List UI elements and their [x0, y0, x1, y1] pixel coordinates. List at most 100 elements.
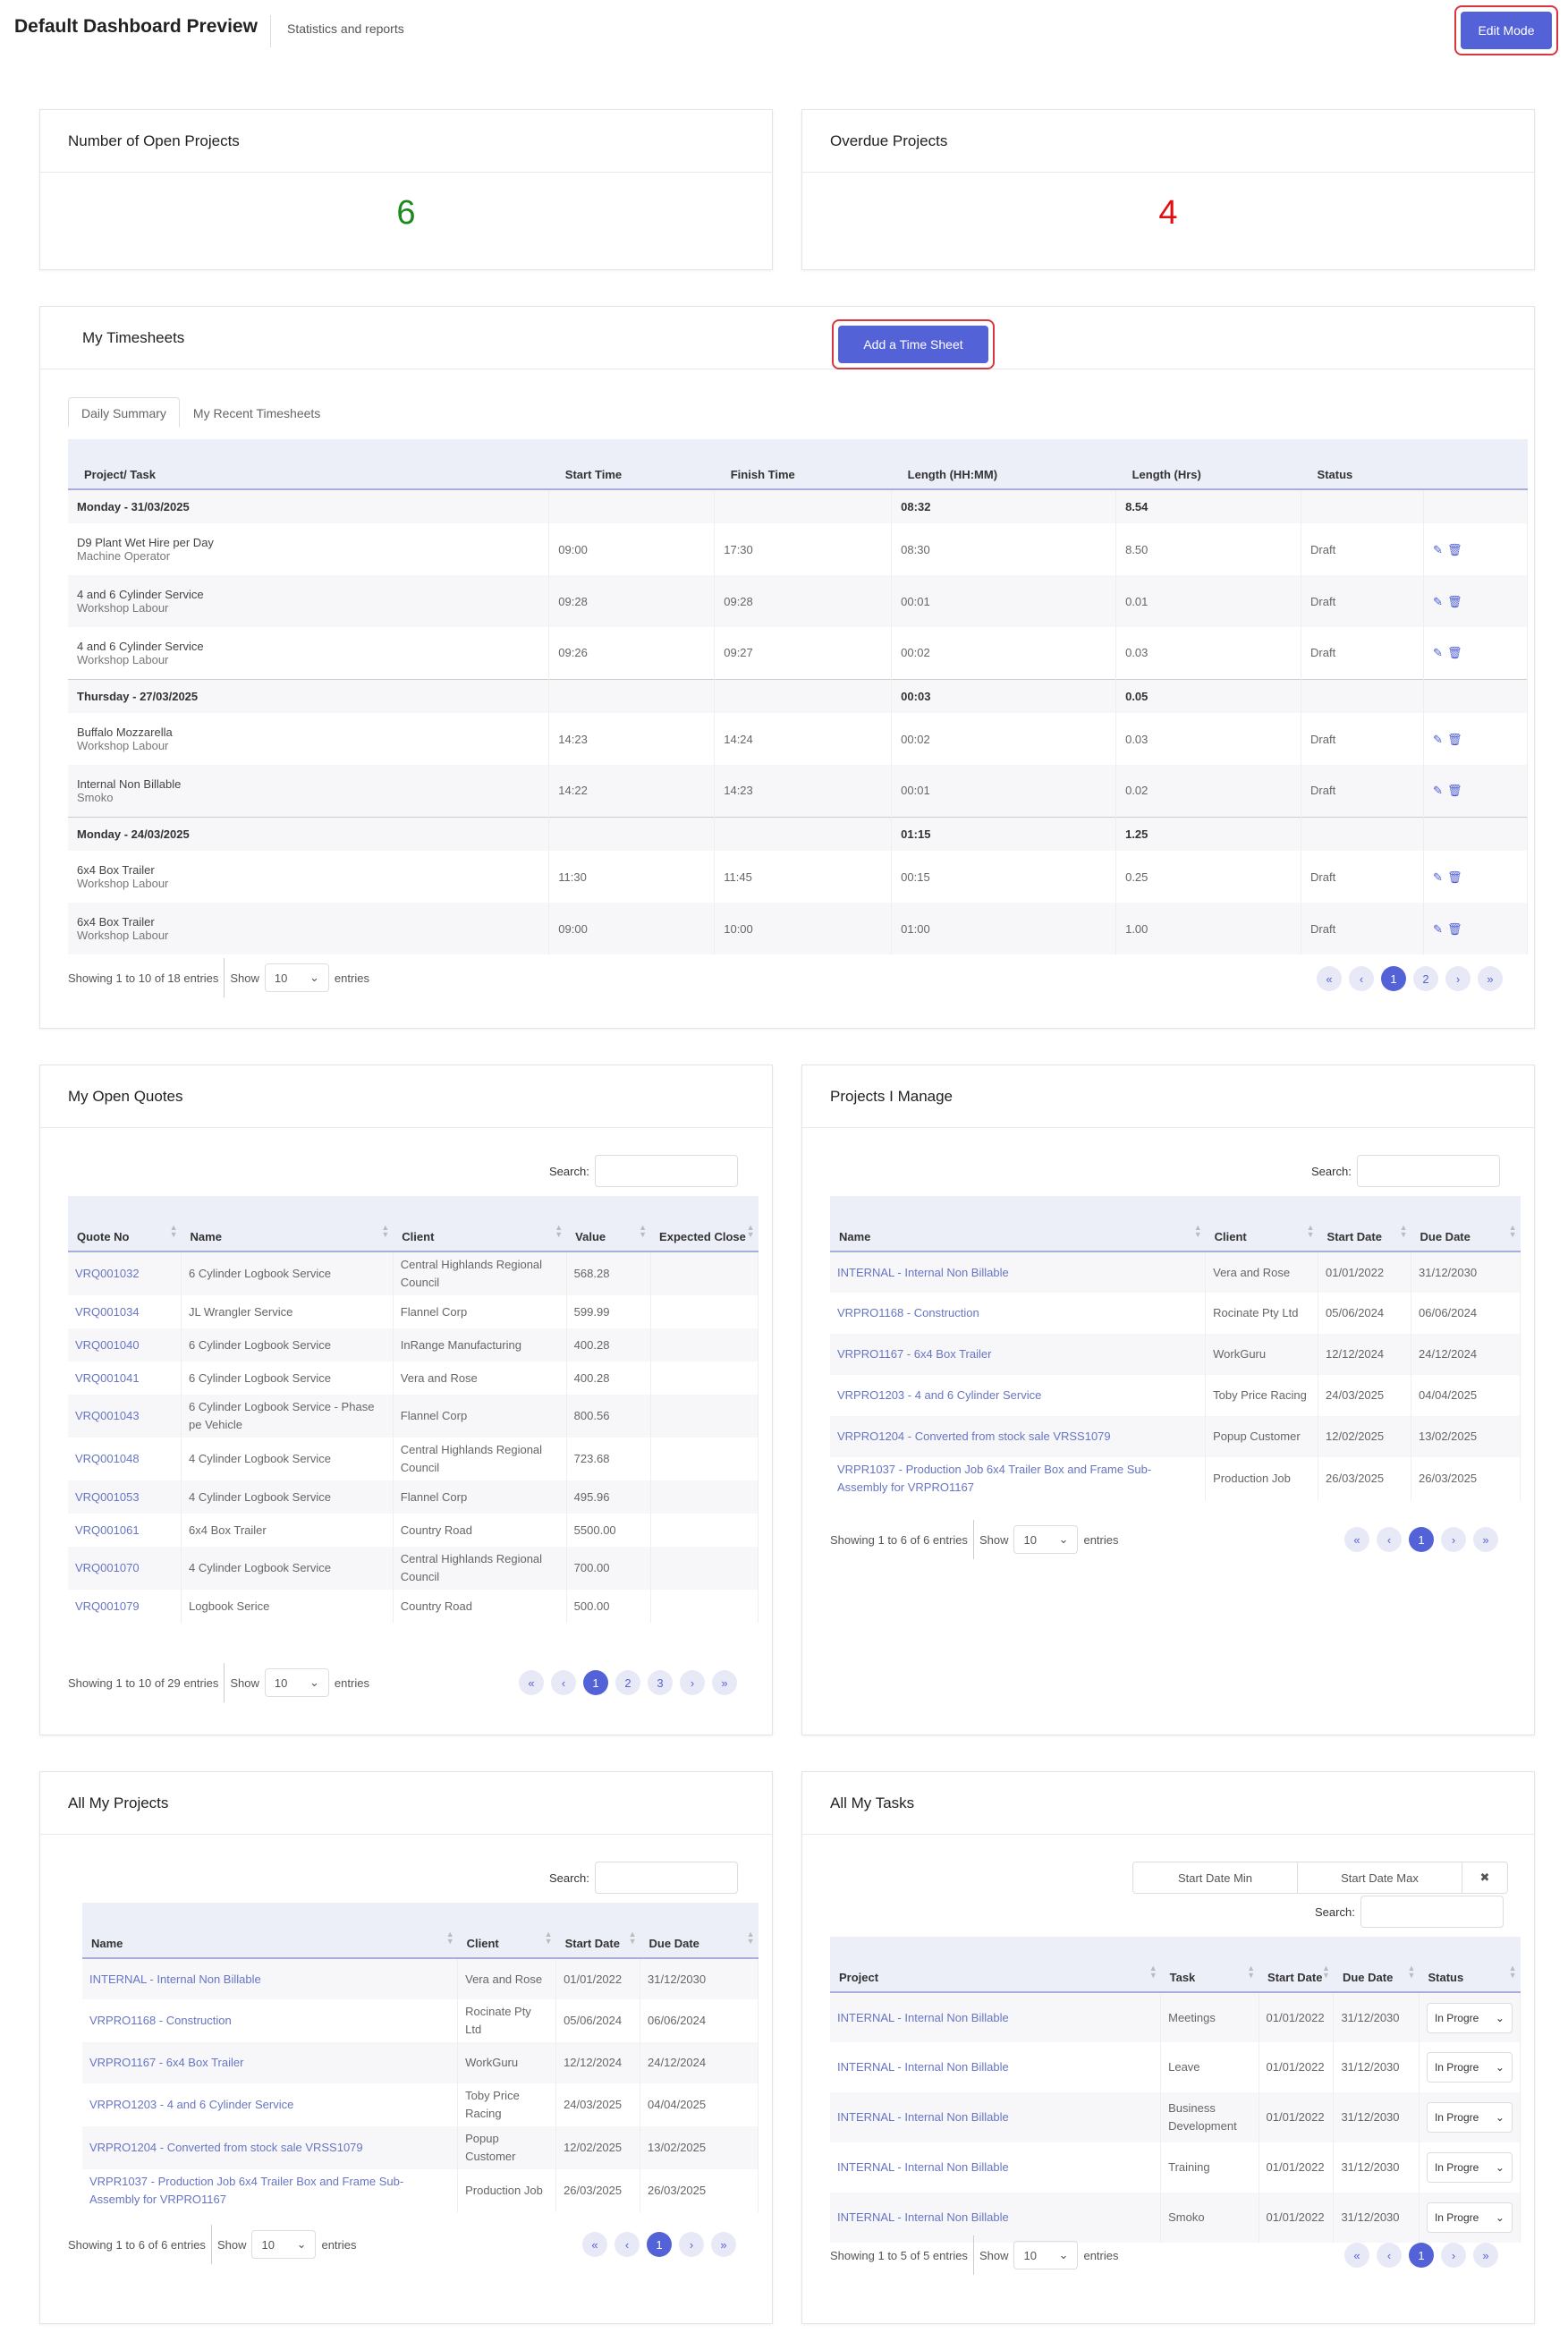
- trash-icon[interactable]: 🗑: [1447, 870, 1462, 884]
- col-header[interactable]: Due Date ▲ ▼: [1411, 1196, 1521, 1252]
- trash-icon[interactable]: 🗑: [1447, 542, 1462, 556]
- col-header[interactable]: Value ▲ ▼: [566, 1196, 651, 1252]
- search-input[interactable]: [594, 1155, 738, 1187]
- search-input[interactable]: [1356, 1155, 1500, 1187]
- row-link[interactable]: VRPRO1203 - 4 and 6 Cylinder Service: [89, 2098, 294, 2111]
- edit-icon[interactable]: ✎: [1433, 784, 1443, 798]
- row-link[interactable]: VRQ001053: [75, 1489, 140, 1504]
- col-header[interactable]: Project ▲ ▼: [830, 1937, 1161, 1993]
- row-link[interactable]: VRQ001061: [75, 1523, 140, 1537]
- page-button[interactable]: »: [1473, 2243, 1498, 2268]
- edit-icon[interactable]: ✎: [1433, 921, 1443, 936]
- col-header[interactable]: Finish Time: [714, 439, 892, 490]
- row-link[interactable]: VRPRO1167 - 6x4 Box Trailer: [837, 1347, 992, 1361]
- page-button[interactable]: 1: [1409, 1527, 1434, 1552]
- col-header[interactable]: Start Date ▲ ▼: [1259, 1937, 1334, 1993]
- page-button[interactable]: ›: [1445, 966, 1471, 991]
- page-button[interactable]: »: [1478, 966, 1503, 991]
- page-button[interactable]: «: [1344, 1527, 1369, 1552]
- page-size-select[interactable]: 10 ⌄: [1013, 2241, 1079, 2269]
- status-select[interactable]: In Progre ⌄: [1426, 2152, 1513, 2183]
- trash-icon[interactable]: 🗑: [1447, 784, 1462, 798]
- col-header[interactable]: Start Date ▲ ▼: [1318, 1196, 1411, 1252]
- row-link[interactable]: INTERNAL - Internal Non Billable: [837, 2010, 1009, 2024]
- edit-icon[interactable]: ✎: [1433, 732, 1443, 746]
- edit-mode-button[interactable]: Edit Mode: [1461, 12, 1552, 49]
- col-header[interactable]: Status ▲ ▼: [1419, 1937, 1521, 1993]
- col-header[interactable]: Start Date ▲ ▼: [555, 1903, 640, 1959]
- row-link[interactable]: VRPR1037 - Production Job 6x4 Trailer Bo…: [89, 2175, 404, 2206]
- start-date-min-input[interactable]: Start Date Min: [1133, 1862, 1298, 1893]
- row-link[interactable]: VRPRO1167 - 6x4 Box Trailer: [89, 2056, 244, 2069]
- col-header[interactable]: Length (Hrs): [1115, 439, 1301, 490]
- page-button[interactable]: 3: [648, 1670, 673, 1695]
- status-select[interactable]: In Progre ⌄: [1426, 2052, 1513, 2083]
- row-link[interactable]: VRQ001032: [75, 1267, 140, 1280]
- row-link[interactable]: VRQ001040: [75, 1337, 140, 1352]
- row-link[interactable]: VRQ001041: [75, 1370, 140, 1385]
- col-header[interactable]: Length (HH:MM): [891, 439, 1116, 490]
- page-button[interactable]: 1: [1409, 2243, 1434, 2268]
- page-size-select[interactable]: 10 ⌄: [264, 1668, 329, 1697]
- row-link[interactable]: INTERNAL - Internal Non Billable: [837, 2060, 1009, 2074]
- row-link[interactable]: VRQ001043: [75, 1409, 140, 1422]
- page-button[interactable]: »: [711, 2232, 736, 2257]
- page-button[interactable]: ›: [679, 2232, 704, 2257]
- col-header[interactable]: Client ▲ ▼: [393, 1196, 567, 1252]
- row-link[interactable]: VRPRO1204 - Converted from stock sale VR…: [89, 2141, 363, 2154]
- trash-icon[interactable]: 🗑: [1447, 732, 1462, 746]
- page-button[interactable]: ‹: [614, 2232, 640, 2257]
- trash-icon[interactable]: 🗑: [1447, 646, 1462, 660]
- page-button[interactable]: «: [519, 1670, 544, 1695]
- page-button[interactable]: ‹: [1377, 2243, 1402, 2268]
- col-header[interactable]: Expected Close ▲ ▼: [650, 1196, 759, 1252]
- row-link[interactable]: VRQ001070: [75, 1561, 140, 1574]
- tab-daily-summary[interactable]: Daily Summary: [68, 397, 180, 428]
- page-button[interactable]: «: [1317, 966, 1342, 991]
- col-header[interactable]: Status: [1301, 439, 1424, 490]
- page-button[interactable]: 1: [1381, 966, 1406, 991]
- edit-icon[interactable]: ✎: [1433, 594, 1443, 608]
- row-link[interactable]: INTERNAL - Internal Non Billable: [837, 2160, 1009, 2174]
- row-link[interactable]: VRQ001079: [75, 1599, 140, 1613]
- row-link[interactable]: INTERNAL - Internal Non Billable: [837, 2210, 1009, 2224]
- page-size-select[interactable]: 10 ⌄: [251, 2230, 317, 2259]
- status-select[interactable]: In Progre ⌄: [1426, 2102, 1513, 2133]
- page-button[interactable]: ›: [680, 1670, 705, 1695]
- row-link[interactable]: INTERNAL - Internal Non Billable: [89, 1972, 261, 1986]
- start-date-max-input[interactable]: Start Date Max: [1298, 1862, 1462, 1893]
- col-header[interactable]: Due Date ▲ ▼: [640, 1903, 759, 1959]
- page-button[interactable]: ‹: [1377, 1527, 1402, 1552]
- page-button[interactable]: »: [712, 1670, 737, 1695]
- page-button[interactable]: »: [1473, 1527, 1498, 1552]
- edit-icon[interactable]: ✎: [1433, 542, 1443, 556]
- page-button[interactable]: ›: [1441, 1527, 1466, 1552]
- row-link[interactable]: VRPRO1203 - 4 and 6 Cylinder Service: [837, 1388, 1042, 1402]
- page-button[interactable]: ‹: [551, 1670, 576, 1695]
- edit-icon[interactable]: ✎: [1433, 646, 1443, 660]
- search-input[interactable]: [1360, 1896, 1504, 1928]
- page-button[interactable]: ›: [1441, 2243, 1466, 2268]
- page-button[interactable]: ‹: [1349, 966, 1374, 991]
- col-header[interactable]: Quote No ▲ ▼: [68, 1196, 182, 1252]
- page-button[interactable]: 1: [583, 1670, 608, 1695]
- search-input[interactable]: [594, 1862, 738, 1894]
- col-header[interactable]: Start Time: [548, 439, 715, 490]
- col-header[interactable]: Task ▲ ▼: [1160, 1937, 1259, 1993]
- tab-recent-timesheets[interactable]: My Recent Timesheets: [192, 406, 321, 420]
- row-link[interactable]: INTERNAL - Internal Non Billable: [837, 2110, 1009, 2124]
- row-link[interactable]: VRPRO1204 - Converted from stock sale VR…: [837, 1429, 1111, 1443]
- page-button[interactable]: 1: [647, 2232, 672, 2257]
- page-button[interactable]: 2: [615, 1670, 640, 1695]
- col-header[interactable]: Client ▲ ▼: [1205, 1196, 1318, 1252]
- row-link[interactable]: INTERNAL - Internal Non Billable: [837, 1265, 1009, 1279]
- row-link[interactable]: VRQ001048: [75, 1452, 140, 1465]
- trash-icon[interactable]: 🗑: [1447, 921, 1462, 936]
- col-header[interactable]: Name ▲ ▼: [82, 1903, 458, 1959]
- page-size-select[interactable]: 10 ⌄: [264, 963, 329, 992]
- status-select[interactable]: In Progre ⌄: [1426, 2202, 1513, 2233]
- row-link[interactable]: VRPRO1168 - Construction: [837, 1306, 979, 1319]
- row-link[interactable]: VRPR1037 - Production Job 6x4 Trailer Bo…: [837, 1463, 1152, 1494]
- edit-icon[interactable]: ✎: [1433, 870, 1443, 884]
- col-header[interactable]: Name ▲ ▼: [830, 1196, 1206, 1252]
